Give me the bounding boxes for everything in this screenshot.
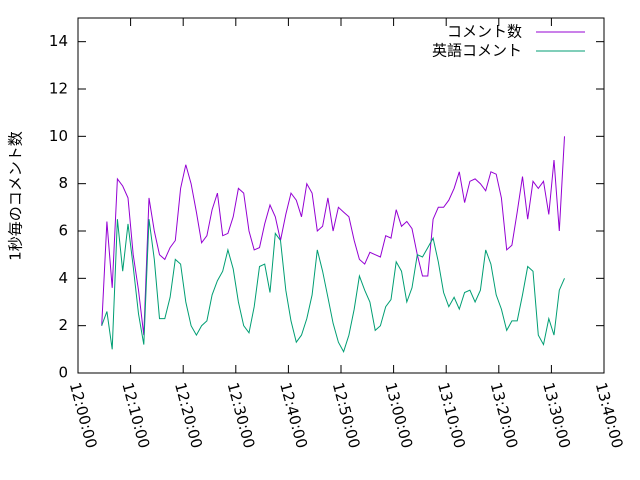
y-tick-label: 8 xyxy=(58,174,68,192)
y-tick-label: 0 xyxy=(58,364,68,382)
y-tick-label: 14 xyxy=(49,32,68,50)
x-tick-label: 13:30:00 xyxy=(539,381,574,451)
x-tick-label: 13:20:00 xyxy=(487,381,522,451)
x-tick-label: 12:50:00 xyxy=(329,381,364,451)
data-line xyxy=(101,219,565,353)
x-tick-label: 13:40:00 xyxy=(592,381,627,451)
x-tick-label: 12:30:00 xyxy=(224,381,259,451)
x-tick-label: 12:10:00 xyxy=(118,381,153,451)
legend-label: 英語コメント xyxy=(432,42,522,60)
x-tick-label: 12:20:00 xyxy=(171,381,206,451)
y-tick-label: 4 xyxy=(58,269,68,287)
y-tick-label: 10 xyxy=(49,127,68,145)
y-tick-label: 2 xyxy=(58,316,68,334)
y-tick-label: 6 xyxy=(58,222,68,240)
x-tick-label: 13:10:00 xyxy=(434,381,469,451)
y-axis-label: 1秒毎のコメント数 xyxy=(7,131,25,261)
x-tick-label: 12:00:00 xyxy=(66,381,101,451)
x-tick-label: 13:00:00 xyxy=(381,381,416,451)
data-line xyxy=(101,136,565,336)
y-tick-label: 12 xyxy=(49,80,68,98)
legend-label: コメント数 xyxy=(447,23,522,41)
x-tick-label: 12:40:00 xyxy=(276,381,311,451)
